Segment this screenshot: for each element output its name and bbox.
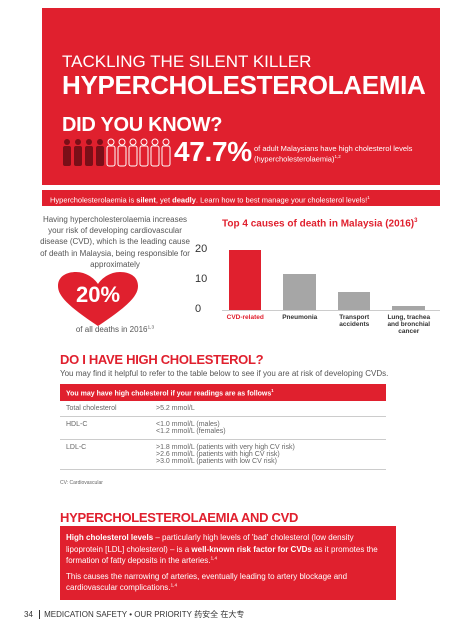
sup: 3	[414, 218, 418, 224]
footnote: CV: Cardiovascular	[60, 480, 103, 486]
sup: 1	[367, 195, 370, 200]
info-box: High cholesterol levels – particularly h…	[60, 526, 396, 600]
people-icons	[63, 138, 171, 167]
x-tick-label: CVD-related	[226, 314, 264, 321]
table-header: You may have high cholesterol if your re…	[60, 384, 386, 402]
sup: 1,4	[210, 556, 218, 562]
bar	[392, 306, 425, 310]
cell-line: >1.8 mmol/L (patients with very high CV …	[156, 444, 295, 452]
text: . Learn how to best manage your choleste…	[195, 195, 368, 205]
paragraph: This causes the narrowing of arteries, e…	[66, 571, 390, 594]
text: deadly	[172, 195, 196, 205]
text: Hypercholesterolaemia is	[50, 195, 137, 205]
chart-title: Top 4 causes of death in Malaysia (2016)	[222, 218, 415, 230]
axis-line	[222, 310, 440, 311]
cell: <1.0 mmol/L (males) <1.2 mmol/L (females)	[156, 421, 226, 435]
intro-text: Having hypercholesterolaemia increases y…	[40, 215, 190, 269]
sup: 1,4	[170, 583, 178, 589]
stat-text: of adult Malaysians have high cholestero…	[254, 144, 434, 164]
footer-cjk: 药安全 在大专	[194, 610, 245, 619]
footer: 34 MEDICATION SAFETY • OUR PRIORITY 药安全 …	[24, 609, 244, 620]
cell: >5.2 mmol/L	[156, 405, 195, 412]
cell: Total cholesterol	[66, 405, 117, 413]
y-tick-label: 10	[195, 273, 208, 285]
footer-text: MEDICATION SAFETY • OUR PRIORITY	[44, 610, 192, 619]
text: well-known risk factor for CVDs	[191, 544, 312, 554]
table-row: Total cholesterol >5.2 mmol/L	[60, 401, 386, 418]
text: – particularly high levels of 'bad' chol…	[66, 533, 354, 554]
sup: 1	[271, 388, 274, 393]
text: , yet	[155, 195, 173, 205]
cell-line: >3.0 mmol/L (patients with low CV risk)	[156, 458, 277, 466]
intro-after: of all deaths in 20161,3	[40, 325, 190, 334]
text: High cholesterol levels	[66, 533, 154, 542]
heart	[58, 272, 138, 326]
stat-text: of adult Malaysians have high cholestero…	[254, 144, 413, 164]
section-title: DO I HAVE HIGH CHOLESTEROL?	[60, 352, 264, 367]
did-you-know: DID YOU KNOW?	[62, 114, 223, 136]
table-row: LDL-C >1.8 mmol/L (patients with very hig…	[60, 440, 386, 471]
table: You may have high cholesterol if your re…	[60, 384, 386, 471]
cell-line: <1.2 mmol/L (females)	[156, 428, 226, 436]
header-panel: TACKLING THE SILENT KILLER HYPERCHOLESTE…	[42, 8, 440, 185]
y-tick-label: 20	[195, 243, 208, 255]
highlight: 20%	[75, 282, 121, 307]
cell: HDL-C	[66, 421, 88, 429]
sup: 1,3	[147, 325, 155, 331]
x-tick-label: Transport accidents	[339, 314, 370, 328]
table-row: HDL-C <1.0 mmol/L (males) <1.2 mmol/L (fem…	[60, 417, 386, 441]
cell: LDL-C	[66, 444, 87, 452]
bar	[337, 292, 371, 310]
paragraph: High cholesterol levels – particularly h…	[66, 532, 390, 567]
text: silent	[136, 195, 156, 205]
x-tick-label: Pneumonia	[282, 314, 318, 321]
bar	[228, 250, 262, 310]
sup: 1,2	[334, 153, 341, 159]
chart-title: Top 4 causes of death in Malaysia (2016)…	[222, 218, 417, 229]
stat: 47.7%	[174, 136, 252, 167]
table-header: You may have high cholesterol if your re…	[66, 390, 272, 398]
title: HYPERCHOLESTEROLAEMIA	[62, 70, 426, 100]
cell: >1.8 mmol/L (patients with very high CV …	[156, 444, 295, 465]
bar	[283, 274, 316, 310]
kicker: TACKLING THE SILENT KILLER	[62, 52, 312, 71]
y-tick-label: 0	[195, 303, 202, 315]
cell-line: <1.0 mmol/L (males)	[156, 421, 220, 429]
section-intro: You may find it helpful to refer to the …	[60, 369, 389, 378]
text: This causes the narrowing of arteries, e…	[66, 571, 348, 593]
x-tick-label: Lung, trachea and bronchial cancer	[387, 314, 431, 335]
section-title: HYPERCHOLESTEROLAEMIA AND CVD	[60, 510, 299, 525]
intro-after: of all deaths in 2016	[75, 325, 148, 334]
cell-line: >5.2 mmol/L	[156, 405, 195, 413]
banner: Hypercholesterolaemia is silent, yet dea…	[42, 190, 440, 206]
cell-line: >2.6 mmol/L (patients with high CV risk)	[156, 451, 280, 459]
text: as it promotes the formation of fatty de…	[66, 544, 378, 566]
page-number: 34	[24, 610, 33, 619]
chart: 0 10 20 CVD-related Pneumonia Transport accid…	[195, 230, 440, 350]
